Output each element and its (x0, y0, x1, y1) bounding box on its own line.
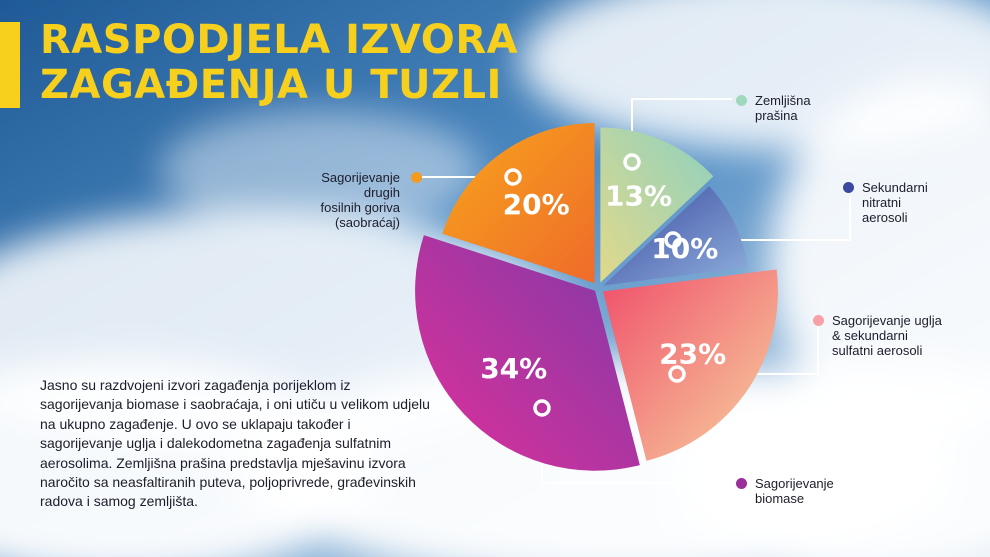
pie-slice-2 (603, 186, 748, 286)
legend-label-line: Sagorijevanje (321, 170, 400, 185)
legend-label-line: Sagorijevanje uglja (832, 313, 942, 328)
legend-dot-5 (411, 172, 422, 183)
slice-percent-labels: 13% 10% 23% 34% 20% (480, 179, 726, 385)
title-accent-bar (0, 22, 20, 108)
slice-marker-4 (533, 399, 551, 417)
slice-percent-label-5: 20% (503, 188, 570, 221)
pie-slice-4 (415, 235, 640, 471)
slice-markers (504, 153, 686, 417)
legend-label-line: drugih (363, 185, 400, 200)
slice-marker-1 (623, 153, 641, 171)
slice-percent-label-4: 34% (480, 352, 547, 385)
legend-label-line: & sekundarni (832, 328, 908, 343)
legend-dot-3 (813, 315, 824, 326)
legend-label-2: Sekundarni nitratni aerosoli (843, 180, 928, 225)
legend-label-line: sulfatni aerosoli (832, 343, 923, 358)
title-line-1: RASPODJELA IZVORA (40, 17, 519, 63)
description-text: Jasno su razdvojeni izvori zagađenja por… (40, 377, 430, 510)
slice-percent-label-2: 10% (651, 232, 718, 265)
legend-label-line: Zemljišna (755, 93, 811, 108)
legend-label-4: Sagorijevanje biomase (736, 476, 834, 506)
pie-slice-3 (602, 269, 778, 461)
legend-dot-2 (843, 182, 854, 193)
slice-marker-3 (668, 365, 686, 383)
legend-label-line: fosilnih goriva (320, 200, 401, 215)
legend-label-line: Sekundarni (862, 180, 928, 195)
slice-percent-label-1: 13% (605, 179, 672, 212)
pie-slices (415, 123, 778, 471)
legend-label-line: Sagorijevanje (755, 476, 834, 491)
slice-percent-label-3: 23% (659, 337, 726, 370)
legend-label-line: prašina (755, 108, 798, 123)
title-line-2: ZAGAĐENJA U TUZLI (40, 62, 502, 108)
legend-label-3: Sagorijevanje uglja & sekundarni sulfatni … (813, 313, 942, 358)
legend-label-line: nitratni (862, 195, 902, 210)
legend-dot-4 (736, 478, 747, 489)
legend-label-5: Sagorijevanje drugih fosilnih goriva (saobr… (320, 170, 422, 230)
slice-marker-2 (664, 231, 682, 249)
legend-label-line: biomase (755, 491, 805, 506)
legend-dot-1 (736, 95, 747, 106)
legend-label-line: (saobraćaj) (334, 215, 400, 230)
slice-marker-5 (504, 168, 522, 186)
legend-label-line: aerosoli (862, 210, 908, 225)
page-title: RASPODJELA IZVORA ZAGAĐENJA U TUZLI (40, 18, 518, 108)
legend-label-1: Zemljišna prašina (736, 93, 811, 123)
pie-slice-5 (442, 123, 595, 284)
